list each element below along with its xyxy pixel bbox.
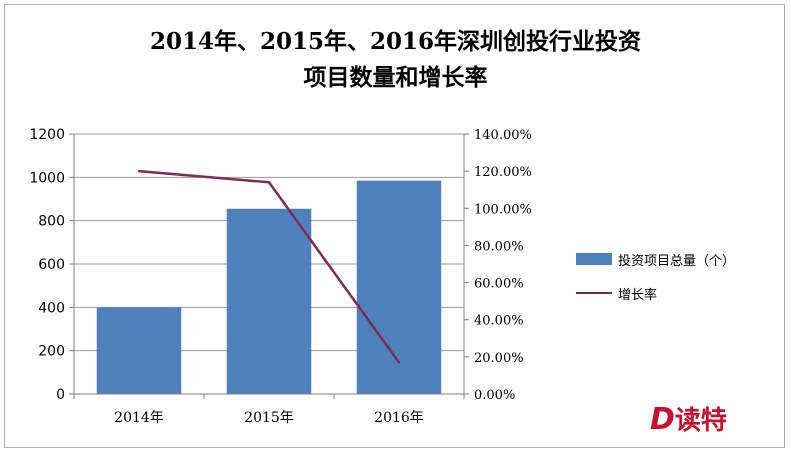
- right-tick-label: 140.00%: [474, 128, 532, 143]
- right-tick-label: 120.00%: [474, 165, 532, 180]
- watermark-text: 读特: [674, 406, 727, 436]
- left-tick-label: 600: [38, 257, 65, 273]
- legend: 投资项目总量（个） 增长率: [576, 248, 735, 316]
- x-axis-ticks: 2014年 2015年 2016年: [73, 394, 465, 426]
- right-axis-ticks: 0.00% 20.00% 40.00% 60.00% 80.00% 100.00% 120.…: [464, 128, 532, 403]
- x-tick-label: 2014年: [114, 410, 164, 426]
- left-tick-label: 1000: [29, 170, 65, 186]
- legend-label-line: 增长率: [618, 287, 658, 303]
- legend-item-bar: 投资项目总量（个）: [576, 248, 735, 270]
- line-series: [137, 169, 401, 364]
- line-point: [137, 169, 141, 173]
- left-tick-label: 800: [38, 214, 65, 230]
- bar-series: [96, 180, 442, 394]
- line-point: [267, 181, 271, 184]
- left-tick-label: 0: [56, 387, 65, 403]
- line-point: [397, 361, 401, 364]
- watermark-logo: D: [650, 402, 675, 437]
- legend-item-line: 增长率: [576, 282, 735, 304]
- chart-title: 2014年、2015年、2016年深圳创投行业投资 项目数量和增长率: [0, 24, 791, 96]
- right-tick-label: 100.00%: [474, 202, 532, 217]
- left-axis-ticks: 0 200 400 600 800 1000 1200: [29, 127, 74, 403]
- legend-label-bar: 投资项目总量（个）: [618, 253, 736, 269]
- chart-title-line1: 2014年、2015年、2016年深圳创投行业投资: [149, 28, 642, 55]
- left-tick-label: 1200: [29, 127, 65, 143]
- bar: [226, 208, 312, 394]
- bar: [96, 307, 182, 394]
- right-tick-label: 80.00%: [474, 239, 524, 254]
- left-tick-label: 400: [38, 300, 65, 316]
- right-tick-label: 40.00%: [474, 314, 524, 329]
- chart-title-line2: 项目数量和增长率: [303, 64, 488, 91]
- right-tick-label: 20.00%: [474, 351, 524, 366]
- watermark: D读特: [650, 400, 727, 437]
- x-tick-label: 2016年: [374, 410, 424, 426]
- right-tick-label: 0.00%: [474, 388, 515, 403]
- right-tick-label: 60.00%: [474, 277, 524, 292]
- bar: [356, 180, 442, 394]
- legend-swatch-bar: [576, 253, 612, 265]
- x-tick-label: 2015年: [244, 410, 294, 426]
- left-tick-label: 200: [38, 344, 65, 360]
- legend-swatch-line: [576, 292, 612, 294]
